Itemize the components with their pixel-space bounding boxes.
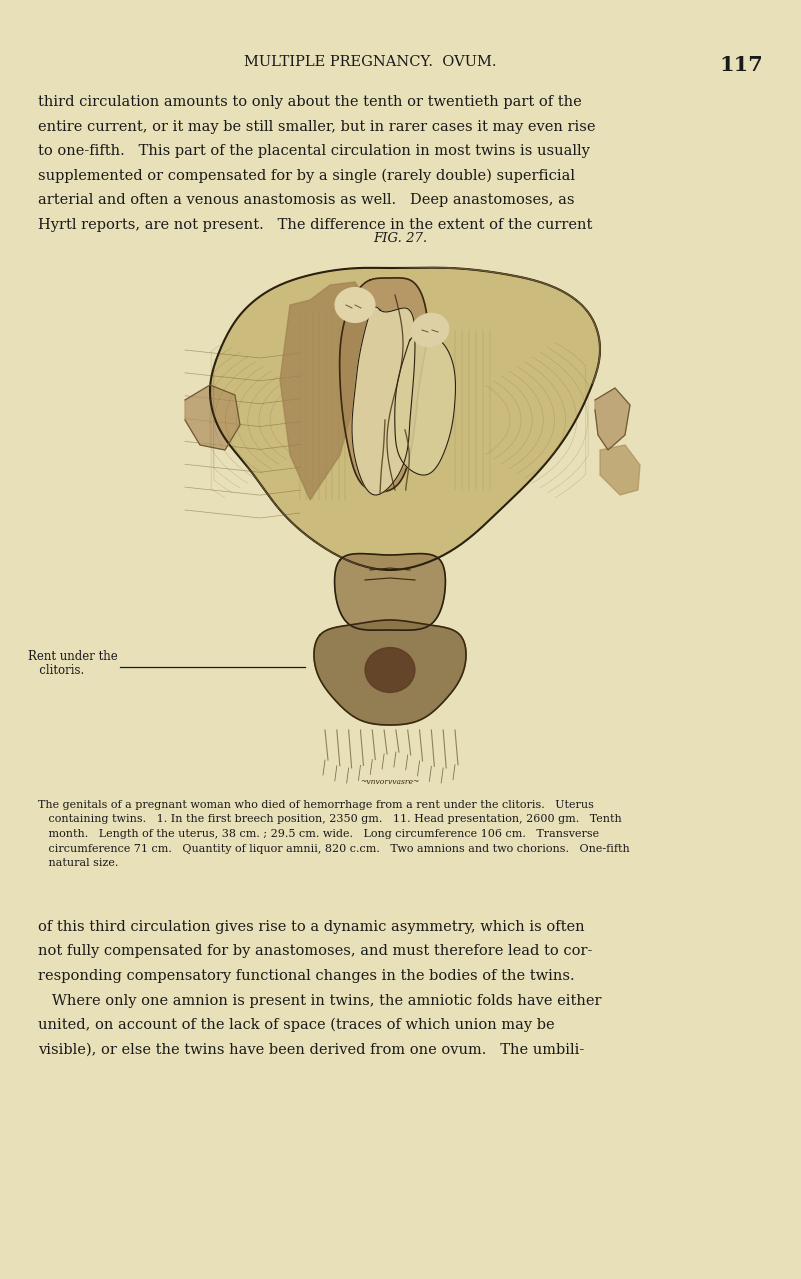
- Text: entire current, or it may be still smaller, but in rarer cases it may even rise: entire current, or it may be still small…: [38, 119, 595, 133]
- Text: Rent under the: Rent under the: [28, 650, 118, 663]
- Polygon shape: [340, 278, 428, 492]
- Polygon shape: [335, 554, 445, 631]
- Polygon shape: [600, 445, 640, 495]
- Polygon shape: [395, 334, 456, 475]
- Polygon shape: [595, 388, 630, 450]
- Polygon shape: [352, 307, 415, 495]
- Polygon shape: [280, 281, 370, 500]
- Text: of this third circulation gives rise to a dynamic asymmetry, which is often: of this third circulation gives rise to …: [38, 920, 585, 934]
- Polygon shape: [314, 620, 466, 725]
- Text: circumference 71 cm.   Quantity of liquor amnii, 820 c.cm.   Two amnions and two: circumference 71 cm. Quantity of liquor …: [38, 843, 630, 853]
- Text: visible), or else the twins have been derived from one ovum.   The umbili-: visible), or else the twins have been de…: [38, 1042, 584, 1056]
- Ellipse shape: [411, 313, 449, 347]
- Text: Where only one amnion is present in twins, the amniotic folds have either: Where only one amnion is present in twin…: [38, 994, 602, 1008]
- Text: natural size.: natural size.: [38, 858, 119, 868]
- Text: month.   Length of the uterus, 38 cm. ; 29.5 cm. wide.   Long circumference 106 : month. Length of the uterus, 38 cm. ; 29…: [38, 829, 599, 839]
- Text: supplemented or compensated for by a single (rarely double) superficial: supplemented or compensated for by a sin…: [38, 169, 575, 183]
- Text: FIG. 27.: FIG. 27.: [373, 231, 428, 246]
- Ellipse shape: [365, 647, 415, 692]
- Text: containing twins.   1. In the first breech position, 2350 gm.   11. Head present: containing twins. 1. In the first breech…: [38, 815, 622, 825]
- Text: responding compensatory functional changes in the bodies of the twins.: responding compensatory functional chang…: [38, 969, 574, 984]
- Text: not fully compensated for by anastomoses, and must therefore lead to cor-: not fully compensated for by anastomoses…: [38, 944, 593, 958]
- Ellipse shape: [335, 288, 375, 322]
- Text: third circulation amounts to only about the tenth or twentieth part of the: third circulation amounts to only about …: [38, 95, 582, 109]
- Text: The genitals of a pregnant woman who died of hemorrhage from a rent under the cl: The genitals of a pregnant woman who die…: [38, 799, 594, 810]
- Text: to one-fifth.   This part of the placental circulation in most twins is usually: to one-fifth. This part of the placental…: [38, 145, 590, 159]
- Text: MULTIPLE PREGNANCY.  OVUM.: MULTIPLE PREGNANCY. OVUM.: [244, 55, 497, 69]
- Text: united, on account of the lack of space (traces of which union may be: united, on account of the lack of space …: [38, 1018, 554, 1032]
- Text: Hyrtl reports, are not present.   The difference in the extent of the current: Hyrtl reports, are not present. The diff…: [38, 217, 593, 231]
- Text: ~vnvorvvasre~: ~vnvorvvasre~: [360, 778, 420, 787]
- Text: clitoris.: clitoris.: [28, 664, 84, 677]
- Polygon shape: [185, 385, 240, 450]
- Text: 117: 117: [719, 55, 763, 75]
- Text: arterial and often a venous anastomosis as well.   Deep anastomoses, as: arterial and often a venous anastomosis …: [38, 193, 574, 207]
- Polygon shape: [210, 267, 600, 570]
